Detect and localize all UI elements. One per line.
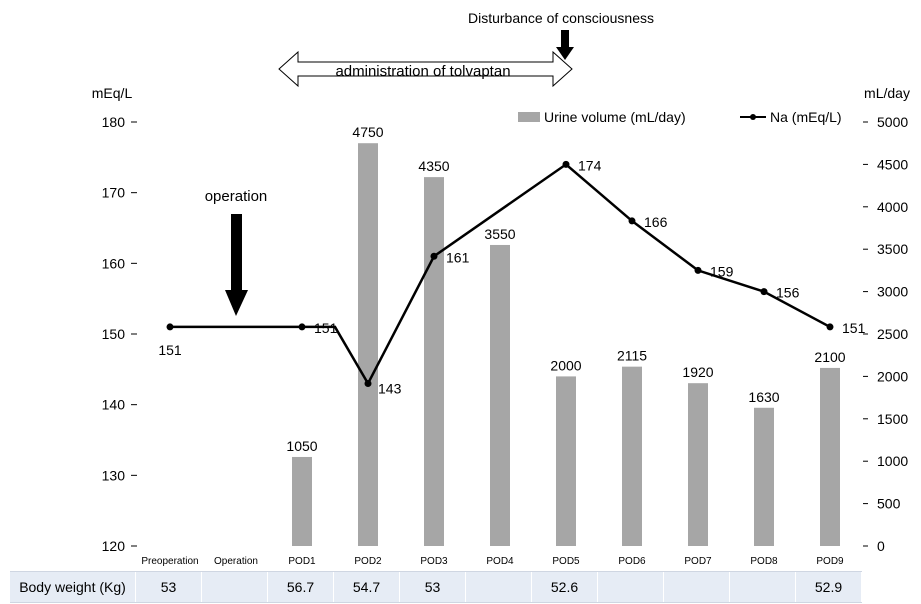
urine-bar-label: 1630 <box>748 389 779 405</box>
urine-bar <box>820 367 840 546</box>
urine-bar-label: 1920 <box>682 364 713 380</box>
disturbance-arrow <box>556 30 574 60</box>
na-data-label: 166 <box>644 214 668 230</box>
right-axis-tick-label: 5000 <box>877 114 908 130</box>
na-marker <box>694 266 702 274</box>
na-data-label: 151 <box>314 320 338 336</box>
na-data-label: 159 <box>710 263 734 279</box>
na-marker <box>628 217 636 225</box>
left-axis-tick-label: 180 <box>102 114 126 130</box>
urine-bar <box>358 143 378 546</box>
left-axis-tick-label: 140 <box>102 397 126 413</box>
legend-bar-label: Urine volume (mL/day) <box>544 109 686 125</box>
x-axis-tick-label: POD6 <box>618 556 646 567</box>
na-marker <box>298 323 306 331</box>
left-axis-tick-label: 130 <box>102 467 126 483</box>
urine-bar-label: 1050 <box>286 438 317 454</box>
urine-bar <box>754 407 774 546</box>
na-marker <box>826 323 834 331</box>
body-weight-cell: 54.7 <box>334 572 400 602</box>
body-weight-cell: 52.6 <box>532 572 598 602</box>
x-axis-tick-label: POD4 <box>486 556 514 567</box>
right-axis-tick-label: 4500 <box>877 156 908 172</box>
x-axis-tick-label: POD2 <box>354 556 382 567</box>
na-data-label: 174 <box>578 157 602 173</box>
na-marker <box>760 288 768 296</box>
tolvaptan-annotation: administration of tolvaptan <box>335 63 510 80</box>
legend-bar-swatch <box>518 112 540 122</box>
na-line <box>170 162 831 387</box>
left-axis-tick-label: 120 <box>102 538 126 554</box>
left-axis-tick-label: 160 <box>102 255 126 271</box>
x-axis-tick-label: POD5 <box>552 556 580 567</box>
na-marker <box>364 379 372 387</box>
left-axis-tick-label: 170 <box>102 185 126 201</box>
x-axis-tick-label: Operation <box>214 556 258 567</box>
x-axis-tick-label: POD7 <box>684 556 712 567</box>
legend-line-marker <box>750 114 756 120</box>
na-data-label: 151 <box>158 342 182 358</box>
urine-bar-label: 2000 <box>550 357 581 373</box>
na-marker <box>166 323 174 331</box>
na-marker <box>562 160 570 168</box>
right-axis-tick-label: 2500 <box>877 326 908 342</box>
chart: Disturbance of consciousness administrat… <box>92 10 910 567</box>
left-axis-label: mEq/L <box>92 85 133 101</box>
urine-bar <box>622 366 642 546</box>
legend-line-label: Na (mEq/L) <box>770 109 842 125</box>
right-axis-tick-label: 4000 <box>877 199 908 215</box>
operation-annotation: operation <box>205 188 268 205</box>
body-weight-cell: 52.9 <box>796 572 862 602</box>
right-axis-tick-label: 2000 <box>877 368 908 384</box>
urine-bar <box>292 456 312 546</box>
operation-arrow <box>225 214 248 316</box>
na-data-label: 143 <box>378 380 402 396</box>
disturbance-annotation: Disturbance of consciousness <box>468 10 654 26</box>
urine-bar-label: 3550 <box>484 226 515 242</box>
right-axis-tick-label: 1000 <box>877 453 908 469</box>
body-weight-label: Body weight (Kg) <box>10 572 136 602</box>
x-axis-tick-label: Preoperation <box>141 556 198 567</box>
body-weight-table: Body weight (Kg) 53 56.7 54.7 53 52.6 52.9 <box>10 571 862 603</box>
na-marker <box>430 252 438 260</box>
body-weight-cell <box>202 572 268 602</box>
urine-bar <box>424 177 444 546</box>
body-weight-cell <box>466 572 532 602</box>
x-axis-tick-label: POD1 <box>288 556 316 567</box>
urine-bar-label: 4750 <box>352 124 383 140</box>
urine-bar <box>490 244 510 546</box>
right-axis-tick-label: 0 <box>877 538 885 554</box>
x-axis-tick-label: POD3 <box>420 556 448 567</box>
body-weight-cell: 56.7 <box>268 572 334 602</box>
right-axis-label: mL/day <box>864 85 910 101</box>
body-weight-cell <box>598 572 664 602</box>
body-weight-cell: 53 <box>136 572 202 602</box>
urine-bar-label: 2115 <box>617 348 647 364</box>
na-data-label: 156 <box>776 285 800 301</box>
x-axis-tick-label: POD8 <box>750 556 778 567</box>
right-axis-tick-label: 3500 <box>877 241 908 257</box>
right-axis-tick-label: 1500 <box>877 411 908 427</box>
legend: Urine volume (mL/day) Na (mEq/L) <box>518 109 842 125</box>
urine-bar <box>556 376 576 546</box>
na-data-label: 161 <box>446 249 470 265</box>
right-axis-tick-label: 500 <box>877 496 901 512</box>
urine-bar-label: 4350 <box>418 158 449 174</box>
tolvaptan-double-arrow <box>278 50 573 88</box>
left-axis-tick-label: 150 <box>102 326 126 342</box>
body-weight-cell <box>730 572 796 602</box>
right-axis-tick-label: 3000 <box>877 284 908 300</box>
urine-bar-label: 2100 <box>814 349 845 365</box>
na-data-label: 151 <box>842 320 866 336</box>
urine-bar <box>688 383 708 546</box>
x-axis-tick-label: POD9 <box>816 556 844 567</box>
body-weight-cell: 53 <box>400 572 466 602</box>
body-weight-cell <box>664 572 730 602</box>
